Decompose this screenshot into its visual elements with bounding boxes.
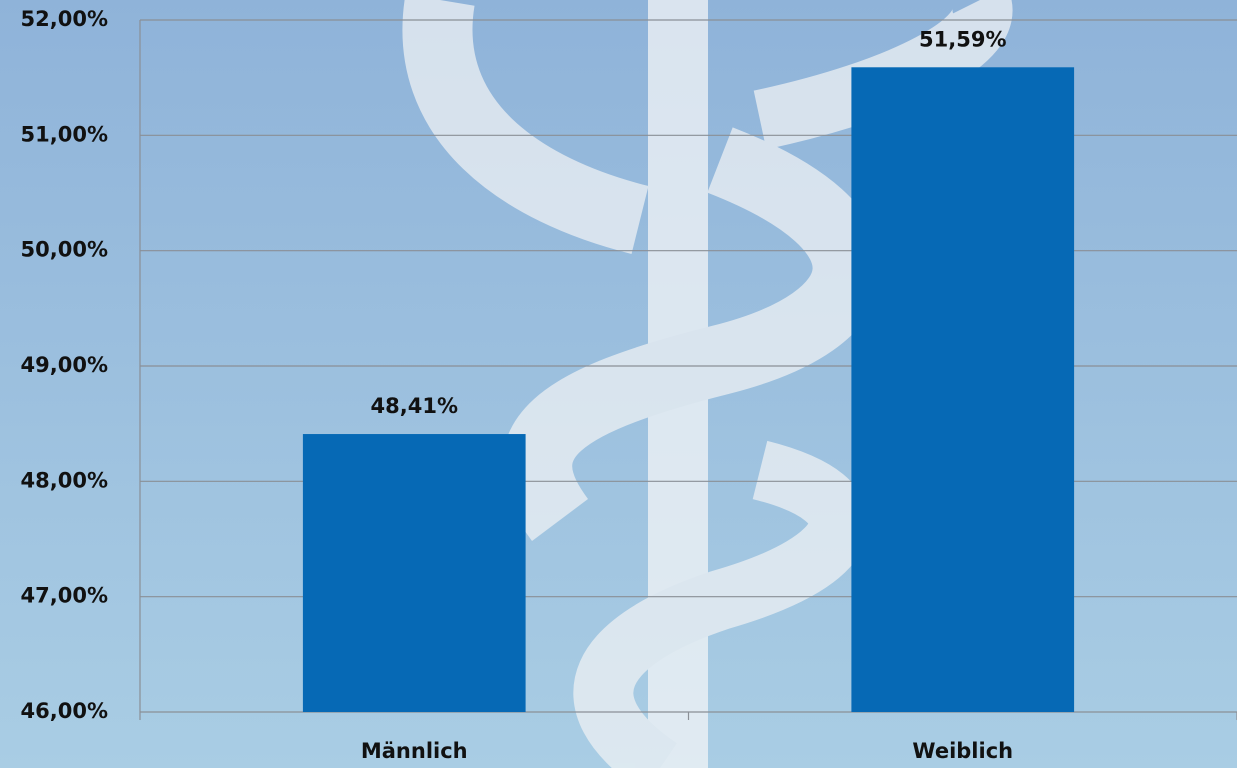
y-tick-label: 52,00%	[21, 7, 108, 31]
data-label: 48,41%	[371, 394, 458, 418]
y-tick-label: 47,00%	[21, 584, 108, 608]
bar	[851, 67, 1074, 712]
y-tick-label: 51,00%	[21, 122, 108, 146]
y-tick-label: 50,00%	[21, 238, 108, 262]
bar	[303, 434, 526, 712]
data-label: 51,59%	[919, 27, 1006, 51]
x-tick-label: Weiblich	[912, 739, 1013, 763]
y-tick-label: 49,00%	[21, 353, 108, 377]
chart: 46,00% 47,00% 48,00% 49,00% 50,00% 51,00% 52,0…	[0, 0, 1237, 768]
y-tick-label: 46,00%	[21, 699, 108, 723]
x-tick-label: Männlich	[361, 739, 468, 763]
y-tick-label: 48,00%	[21, 468, 108, 492]
